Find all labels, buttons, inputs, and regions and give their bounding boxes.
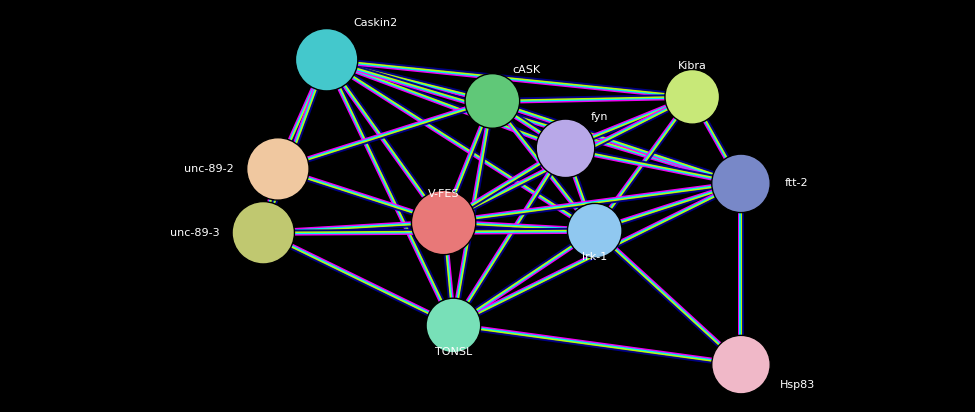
Ellipse shape — [665, 70, 720, 124]
Ellipse shape — [247, 138, 309, 200]
Text: V-FES: V-FES — [428, 189, 459, 199]
Ellipse shape — [465, 74, 520, 128]
Text: unc-89-3: unc-89-3 — [170, 228, 219, 238]
Text: Kibra: Kibra — [678, 61, 707, 71]
Ellipse shape — [232, 201, 294, 264]
Text: ftt-2: ftt-2 — [785, 178, 808, 188]
Ellipse shape — [712, 154, 770, 213]
Text: cASK: cASK — [513, 65, 540, 75]
Text: fyn: fyn — [591, 112, 608, 122]
Ellipse shape — [536, 119, 595, 178]
Ellipse shape — [295, 28, 358, 91]
Ellipse shape — [426, 298, 481, 353]
Text: lrk-1: lrk-1 — [582, 253, 607, 262]
Text: unc-89-2: unc-89-2 — [184, 164, 234, 174]
Ellipse shape — [712, 335, 770, 394]
Text: TONSL: TONSL — [435, 347, 472, 357]
Text: Hsp83: Hsp83 — [780, 380, 815, 390]
Text: Caskin2: Caskin2 — [353, 18, 398, 28]
Ellipse shape — [567, 204, 622, 258]
Ellipse shape — [411, 190, 476, 255]
